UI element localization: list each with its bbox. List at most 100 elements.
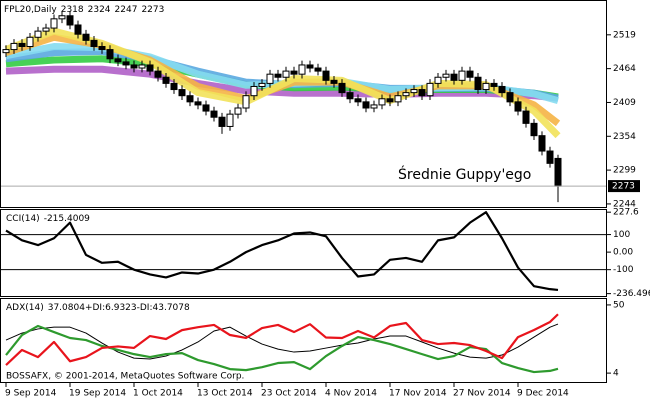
candle-body	[58, 15, 66, 20]
copyright: BOSSAFX, © 2001-2014, MetaQuotes Softwar…	[6, 372, 244, 382]
candle-body	[274, 73, 282, 78]
candle-body	[498, 85, 506, 94]
pane-header: ADX(14) 37.0804+DI:6.9323-DI:43.7078	[6, 303, 190, 313]
candle-body	[402, 92, 410, 97]
candle-body	[426, 82, 434, 97]
candle-body	[74, 24, 82, 35]
candle-body	[386, 98, 394, 103]
header-part: 37.0804	[48, 303, 85, 313]
candle-body	[434, 76, 442, 84]
candle-body	[18, 42, 26, 48]
candle-body	[82, 33, 90, 41]
header-part: 6.9323	[105, 303, 137, 313]
annotation: Średnie Guppy'ego	[398, 165, 531, 183]
candle-body	[90, 39, 98, 48]
candle-body	[138, 64, 146, 69]
header-part: FPL20,Daily	[4, 5, 57, 15]
y-tick-label: 4	[613, 369, 619, 379]
candle-body	[154, 70, 162, 78]
candle-body	[538, 135, 546, 152]
candle-body	[34, 30, 42, 38]
candle-body	[210, 110, 218, 118]
y-tick-label: 227.6	[613, 208, 639, 218]
candle-body	[130, 64, 138, 69]
candle-body	[178, 89, 186, 97]
x-tick-label: 13 Oct 2014	[197, 389, 253, 399]
x-tick-label: 27 Nov 2014	[453, 389, 511, 399]
candle-body	[490, 82, 498, 87]
candle-body	[66, 15, 74, 26]
y-tick-label: 2299	[613, 166, 636, 176]
candle-body	[530, 122, 538, 137]
candle-body	[546, 150, 554, 164]
candle-body	[50, 18, 58, 29]
candle-body	[354, 98, 362, 103]
candle-body	[290, 70, 298, 75]
candle-body	[250, 85, 258, 97]
candle-body	[170, 82, 178, 91]
candle-body	[554, 157, 562, 187]
x-tick-label: 4 Nov 2014	[325, 389, 377, 399]
candle-body	[330, 79, 338, 84]
candle-body	[146, 64, 154, 72]
y-tick-label: 2519	[613, 30, 636, 40]
y-tick-label: 2409	[613, 98, 636, 108]
x-tick-label: 19 Sep 2014	[69, 389, 126, 399]
candle-body	[26, 36, 34, 48]
candle-body	[194, 101, 202, 106]
y-tick-label: 100	[613, 230, 630, 240]
candle-body	[266, 73, 274, 84]
x-tick-label: 23 Oct 2014	[261, 389, 317, 399]
candle-body	[514, 101, 522, 112]
candle-body	[466, 70, 474, 78]
candle-body	[218, 116, 226, 127]
candle-body	[418, 89, 426, 97]
header-part: 2318	[61, 5, 84, 15]
candle-body	[346, 92, 354, 100]
candle-body	[458, 70, 466, 81]
candle-body	[242, 95, 250, 109]
y-tick-label: 2464	[613, 64, 636, 74]
indicator-line	[5, 324, 559, 374]
y-tick-label: 2354	[613, 132, 636, 142]
candle-body	[450, 73, 458, 81]
indicator-line	[5, 211, 559, 292]
indicator-line	[5, 323, 559, 360]
candle-body	[338, 82, 346, 94]
candle-body	[322, 70, 330, 81]
candle-body	[378, 98, 386, 106]
candle-body	[234, 107, 242, 115]
candle-body	[442, 73, 450, 78]
x-tick-label: 17 Nov 2014	[389, 389, 447, 399]
y-tick-label: 50	[613, 300, 625, 310]
candle-body	[314, 67, 322, 72]
candle-body	[370, 104, 378, 109]
candle-body	[122, 61, 130, 66]
header-part: ADX(14)	[6, 303, 44, 313]
header-part: CCI(14)	[6, 214, 40, 224]
candle-body	[186, 95, 194, 103]
last-price-box	[608, 180, 640, 193]
candle-body	[306, 64, 314, 69]
x-tick-label: 9 Sep 2014	[5, 389, 57, 399]
candle-body	[362, 101, 370, 109]
candle-body	[98, 46, 106, 51]
header-part: -DI:	[137, 303, 153, 313]
candle-body	[394, 95, 402, 103]
header-part: 2324	[88, 5, 111, 15]
candle-body	[506, 92, 514, 103]
y-tick-label: -236.496	[613, 289, 650, 299]
candle-body	[482, 82, 490, 91]
header-part: 2247	[115, 5, 138, 15]
candle-body	[106, 49, 114, 60]
adx-pane	[0, 298, 607, 383]
candle-body	[10, 42, 18, 51]
y-tick-label: -100	[613, 265, 634, 275]
candle-body	[410, 89, 418, 94]
candle-body	[282, 70, 290, 78]
candle-body	[162, 76, 170, 84]
cci-pane	[0, 209, 607, 297]
x-tick-label: 1 Oct 2014	[133, 389, 183, 399]
x-tick-label: 9 Dec 2014	[517, 389, 569, 399]
